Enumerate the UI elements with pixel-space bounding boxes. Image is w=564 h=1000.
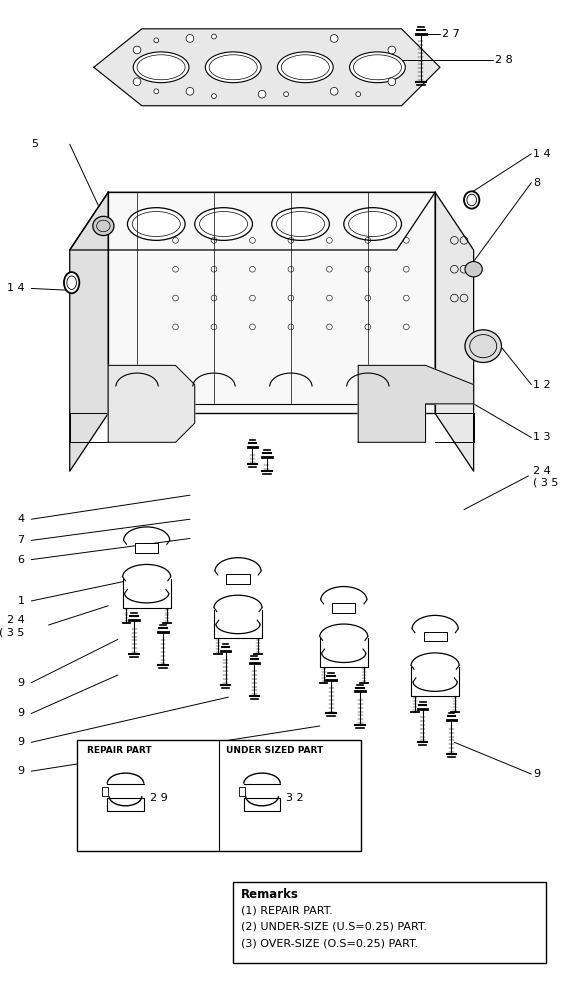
Polygon shape bbox=[94, 29, 440, 106]
Text: 1: 1 bbox=[17, 596, 25, 606]
Text: 2 4: 2 4 bbox=[533, 466, 551, 476]
Text: ( 3 5: ( 3 5 bbox=[0, 628, 25, 638]
Text: 9: 9 bbox=[533, 769, 540, 779]
Text: 2 8: 2 8 bbox=[495, 55, 513, 65]
Circle shape bbox=[388, 78, 396, 86]
Circle shape bbox=[133, 46, 141, 54]
Circle shape bbox=[212, 34, 217, 39]
Text: 1 4: 1 4 bbox=[533, 149, 551, 159]
Bar bbox=[332, 603, 355, 613]
Circle shape bbox=[388, 46, 396, 54]
Text: Remarks: Remarks bbox=[241, 888, 299, 901]
Ellipse shape bbox=[127, 208, 185, 240]
Bar bbox=[227, 574, 249, 584]
Text: 2 7: 2 7 bbox=[442, 29, 460, 39]
Text: 9: 9 bbox=[17, 678, 25, 688]
Polygon shape bbox=[70, 192, 108, 471]
Bar bbox=[107, 798, 144, 811]
Ellipse shape bbox=[465, 330, 501, 362]
Circle shape bbox=[154, 89, 158, 94]
Text: 9: 9 bbox=[17, 737, 25, 747]
Circle shape bbox=[186, 35, 194, 42]
Text: 1 3: 1 3 bbox=[533, 432, 550, 442]
Circle shape bbox=[154, 38, 158, 43]
Circle shape bbox=[356, 92, 360, 97]
Text: (1) REPAIR PART.: (1) REPAIR PART. bbox=[241, 906, 333, 916]
Ellipse shape bbox=[93, 216, 114, 236]
Text: UNDER SIZED PART: UNDER SIZED PART bbox=[227, 746, 324, 755]
Bar bbox=[424, 632, 447, 641]
Text: 9: 9 bbox=[17, 708, 25, 718]
Text: 9: 9 bbox=[17, 766, 25, 776]
Circle shape bbox=[331, 87, 338, 95]
Bar bbox=[233, 882, 546, 963]
Bar bbox=[103, 787, 108, 796]
Ellipse shape bbox=[205, 52, 261, 83]
Ellipse shape bbox=[64, 272, 80, 293]
Bar bbox=[239, 787, 245, 796]
Ellipse shape bbox=[344, 208, 402, 240]
Bar bbox=[244, 798, 280, 811]
Text: 5: 5 bbox=[31, 139, 38, 149]
Circle shape bbox=[186, 87, 194, 95]
Text: 1 4: 1 4 bbox=[7, 283, 25, 293]
Text: (2) UNDER-SIZE (U.S=0.25) PART.: (2) UNDER-SIZE (U.S=0.25) PART. bbox=[241, 922, 427, 932]
Text: 8: 8 bbox=[533, 178, 540, 188]
Polygon shape bbox=[108, 192, 435, 413]
Circle shape bbox=[258, 90, 266, 98]
Polygon shape bbox=[108, 365, 195, 442]
Text: 2 4: 2 4 bbox=[7, 615, 25, 625]
Text: 6: 6 bbox=[17, 555, 25, 565]
Ellipse shape bbox=[464, 191, 479, 209]
Text: REPAIR PART: REPAIR PART bbox=[87, 746, 152, 755]
Polygon shape bbox=[358, 365, 474, 442]
Ellipse shape bbox=[277, 52, 333, 83]
Text: (3) OVER-SIZE (O.S=0.25) PART.: (3) OVER-SIZE (O.S=0.25) PART. bbox=[241, 938, 418, 948]
Text: ( 3 5: ( 3 5 bbox=[533, 478, 558, 488]
Circle shape bbox=[331, 35, 338, 42]
Ellipse shape bbox=[272, 208, 329, 240]
Polygon shape bbox=[435, 192, 474, 471]
Bar bbox=[135, 543, 158, 553]
Text: 7: 7 bbox=[17, 535, 25, 545]
Text: 4: 4 bbox=[17, 514, 25, 524]
Ellipse shape bbox=[195, 208, 253, 240]
Ellipse shape bbox=[133, 52, 189, 83]
Circle shape bbox=[133, 78, 141, 86]
Circle shape bbox=[212, 94, 217, 99]
Circle shape bbox=[284, 92, 289, 97]
Polygon shape bbox=[70, 192, 435, 250]
Text: 1 2: 1 2 bbox=[533, 380, 551, 390]
Text: 2 9: 2 9 bbox=[149, 793, 168, 803]
Bar bbox=[77, 740, 361, 851]
Ellipse shape bbox=[350, 52, 406, 83]
Text: 3 2: 3 2 bbox=[286, 793, 304, 803]
Ellipse shape bbox=[465, 262, 482, 277]
